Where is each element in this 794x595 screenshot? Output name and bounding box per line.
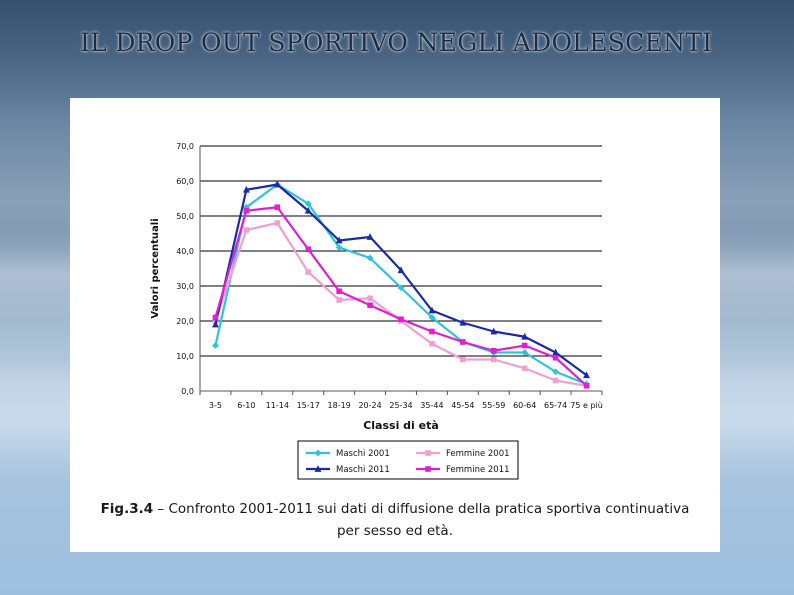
y-tick-label: 30,0 bbox=[176, 282, 194, 291]
data-point bbox=[429, 328, 435, 335]
y-tick-label: 20,0 bbox=[176, 317, 194, 326]
data-point bbox=[459, 318, 467, 326]
y-tick-label: 0,0 bbox=[181, 387, 194, 396]
data-point bbox=[273, 180, 281, 188]
data-point bbox=[304, 206, 312, 214]
chart-panel: 0,0 10,0 20,0 30,0 40,0 50,0 60,0 70,0 3-5 6-10 11… bbox=[70, 98, 720, 552]
legend-label: Femmine 2001 bbox=[446, 449, 510, 459]
data-point bbox=[460, 356, 466, 363]
data-point bbox=[397, 266, 405, 274]
data-point bbox=[243, 207, 250, 214]
data-point bbox=[336, 288, 342, 295]
y-tick-label: 60,0 bbox=[176, 177, 194, 186]
x-tick-label: 45-54 bbox=[451, 401, 474, 410]
y-tick-label: 10,0 bbox=[176, 352, 194, 361]
data-point bbox=[274, 220, 281, 226]
x-tick-label: 55-59 bbox=[482, 401, 505, 410]
series-line-2 bbox=[214, 183, 588, 377]
series-line-0 bbox=[214, 183, 587, 386]
data-point bbox=[242, 185, 250, 193]
data-point bbox=[212, 314, 219, 321]
x-tick-label: 60-64 bbox=[513, 401, 536, 410]
data-point bbox=[305, 246, 312, 253]
data-point bbox=[552, 377, 559, 384]
data-point bbox=[552, 368, 560, 376]
legend-box bbox=[297, 440, 519, 480]
legend-marker bbox=[425, 466, 431, 472]
data-point bbox=[398, 316, 404, 323]
data-point bbox=[490, 327, 498, 335]
legend-marker bbox=[314, 449, 322, 457]
x-tick-label: 18-19 bbox=[328, 401, 351, 410]
y-axis-title: Valori percentuali bbox=[150, 218, 161, 318]
data-point bbox=[428, 306, 436, 314]
legend-label: Femmine 2011 bbox=[446, 465, 510, 475]
x-tick-label: 65-74 bbox=[544, 401, 567, 410]
data-point bbox=[490, 356, 497, 363]
x-tick-label: 3-5 bbox=[209, 401, 222, 410]
figure-caption: Fig.3.4 – Confronto 2001-2011 sui dati d… bbox=[70, 498, 720, 542]
data-point bbox=[212, 320, 219, 328]
x-tick-label: 6-10 bbox=[237, 401, 255, 410]
x-tick-label: 11-14 bbox=[266, 401, 289, 410]
legend-label: Maschi 2001 bbox=[336, 449, 390, 459]
caption-line-2: per sesso ed età. bbox=[336, 523, 453, 539]
data-point bbox=[521, 342, 528, 349]
data-point bbox=[336, 297, 342, 303]
line-chart: 0,0 10,0 20,0 30,0 40,0 50,0 60,0 70,0 3-5 6-10 11… bbox=[150, 142, 603, 480]
x-tick-label: 75 e più bbox=[570, 401, 603, 410]
y-tick-label: 50,0 bbox=[176, 212, 194, 221]
data-point bbox=[397, 284, 405, 292]
data-point bbox=[583, 371, 590, 379]
data-point bbox=[429, 340, 435, 347]
x-tick-label: 20-24 bbox=[358, 401, 381, 410]
data-point bbox=[274, 204, 281, 211]
x-tick-label: 15-17 bbox=[297, 401, 320, 410]
data-point bbox=[335, 244, 343, 251]
y-tick-label: 40,0 bbox=[176, 247, 194, 256]
slide-title: IL DROP OUT SPORTIVO NEGLI ADOLESCENTI bbox=[80, 28, 713, 57]
data-point bbox=[304, 200, 312, 208]
data-point bbox=[552, 348, 560, 356]
legend-marker bbox=[425, 450, 431, 456]
x-tick-label: 35-44 bbox=[420, 401, 443, 410]
data-point bbox=[212, 342, 219, 349]
x-tick-label: 25-34 bbox=[389, 401, 412, 410]
series-line-3 bbox=[214, 206, 588, 387]
caption-text: – Confronto 2001-2011 sui dati di diffus… bbox=[153, 501, 690, 517]
data-point bbox=[367, 295, 373, 302]
data-point bbox=[366, 233, 374, 240]
data-point bbox=[305, 269, 312, 275]
legend-label: Maschi 2011 bbox=[336, 465, 390, 475]
series-line-1 bbox=[214, 221, 587, 387]
data-point bbox=[552, 354, 559, 361]
data-point bbox=[243, 227, 250, 233]
data-point bbox=[583, 382, 590, 389]
data-point bbox=[521, 365, 528, 372]
x-axis-title: Classi di età bbox=[363, 419, 439, 432]
data-point bbox=[335, 236, 343, 244]
data-point bbox=[521, 332, 529, 340]
data-point bbox=[460, 339, 466, 345]
legend-marker bbox=[314, 465, 322, 472]
data-point bbox=[490, 347, 497, 354]
caption-label: Fig.3.4 bbox=[100, 501, 154, 517]
data-point bbox=[367, 302, 373, 309]
y-tick-label: 70,0 bbox=[176, 142, 194, 151]
